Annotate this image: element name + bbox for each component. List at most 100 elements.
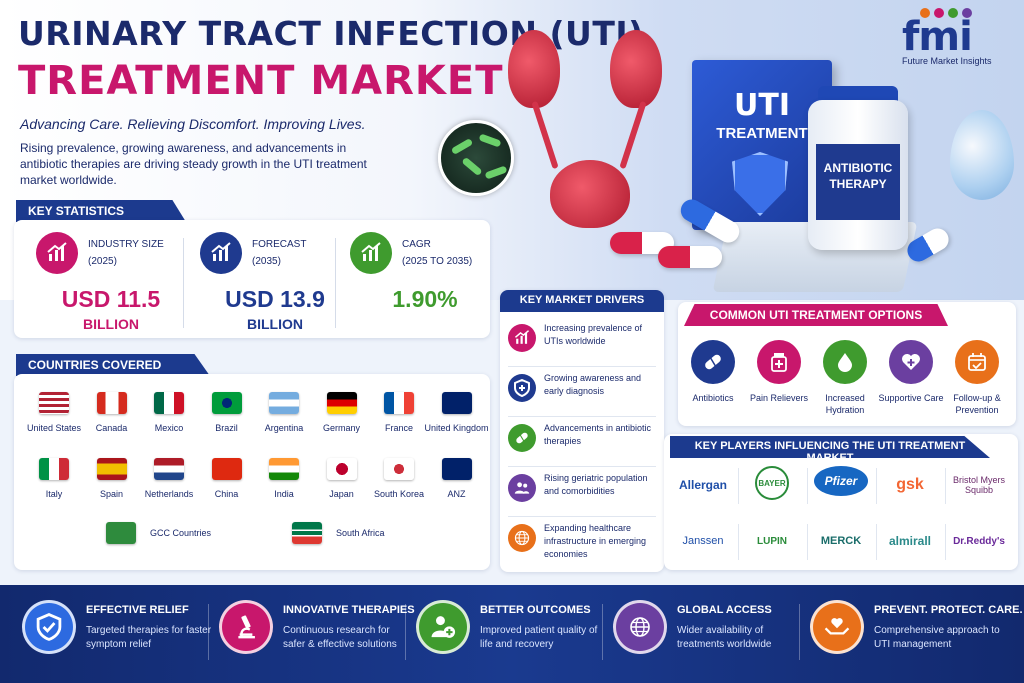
stat-label-sub: (2025) (88, 256, 117, 267)
footer-item: INNOVATIVE THERAPIES Continuous research … (219, 600, 415, 670)
key-statistics-header: KEY STATISTICS (16, 200, 186, 222)
people-icon (508, 474, 536, 502)
medicine-bottle-icon (757, 340, 801, 384)
kidney-right-icon (610, 30, 662, 108)
country-name: India (274, 489, 294, 499)
divider (508, 366, 656, 367)
footer-item-text: Comprehensive approach to UTI management (874, 625, 1000, 650)
heart-plus-icon (889, 340, 933, 384)
divider (799, 604, 800, 660)
country-item: China (187, 458, 267, 499)
flag-icon (292, 522, 322, 544)
country-item: Mexico (129, 392, 209, 433)
logo-dots (920, 8, 972, 18)
country-name: Spain (99, 489, 124, 499)
player-logo: Janssen (682, 535, 724, 547)
hands-heart-icon (810, 600, 864, 654)
player-logo: Dr.Reddy's (953, 535, 1005, 547)
water-drop-icon (950, 110, 1014, 200)
country-name: Canada (95, 423, 128, 433)
stat-label: CAGR (2025 TO 2035) (402, 236, 472, 270)
flag-icon (39, 392, 69, 414)
country-item: Canada (72, 392, 152, 433)
country-name: South Africa (336, 528, 385, 538)
countries-header: COUNTRIES COVERED (16, 354, 210, 376)
options-header: COMMON UTI TREATMENT OPTIONS (684, 304, 948, 326)
country-item: United Kingdom (417, 392, 497, 433)
footer-item: GLOBAL ACCESS Wider availability of treat… (613, 600, 808, 670)
bacteria-icon (438, 120, 514, 196)
capsule-icon (658, 246, 722, 268)
country-item: United States (14, 392, 94, 433)
stat-value: 1.90% (392, 286, 458, 312)
divider (508, 466, 656, 467)
driver-text: Growing awareness and early diagnosis (544, 373, 642, 396)
bottle-label: ANTIBIOTIC THERAPY (816, 144, 900, 220)
country-item: Argentina (244, 392, 324, 433)
treatment-option: Antibiotics (680, 340, 746, 404)
divider (945, 468, 946, 504)
driver-item: Growing awareness and early diagnosis (508, 370, 658, 414)
antibiotic-bottle: ANTIBIOTIC THERAPY (808, 100, 908, 250)
treatment-option-label: Follow-up & Prevention (953, 393, 1001, 415)
shield-check-icon (22, 600, 76, 654)
flag-icon (326, 392, 357, 414)
ureter-left (531, 100, 559, 170)
chart-up-icon (350, 232, 392, 274)
country-item: Germany (302, 392, 382, 433)
country-item: GCC Countries (80, 522, 240, 544)
country-item: Japan (302, 458, 382, 499)
treatment-option-label: Supportive Care (878, 393, 944, 403)
flag-icon (154, 392, 184, 414)
stat-unit: BILLION (247, 316, 303, 332)
flag-icon (39, 458, 69, 480)
driver-text: Advancements in antibiotic therapies (544, 423, 652, 446)
divider (335, 238, 336, 328)
country-name: Argentina (264, 423, 304, 433)
flag-icon (154, 458, 184, 480)
country-name: Japan (329, 489, 354, 499)
driver-item: Expanding healthcare infrastructure in e… (508, 520, 658, 564)
country-name: Germany (322, 423, 360, 433)
country-item: South Korea (359, 458, 439, 499)
treatment-option-label: Increased Hydration (825, 393, 865, 415)
globe-icon (508, 524, 536, 552)
country-name: Brazil (215, 423, 238, 433)
hero-illustration: UTI TREATMENT ANTIBIOTIC THERAPY (430, 10, 1014, 300)
logo-mark: fmi (902, 14, 973, 60)
footer-item-title: BETTER OUTCOMES (480, 604, 591, 616)
stat-label-sub: (2025 TO 2035) (402, 256, 473, 267)
country-name: Netherlands (144, 489, 194, 499)
divider (602, 604, 603, 660)
flag-icon (384, 392, 414, 414)
medical-shield-icon (732, 152, 788, 216)
country-name: United States (26, 423, 82, 433)
country-name: France (384, 423, 413, 433)
stat-label-title: CAGR (402, 239, 431, 250)
patient-plus-icon (416, 600, 470, 654)
country-item: India (244, 458, 324, 499)
intro-text: Rising prevalence, growing awareness, an… (20, 141, 367, 187)
box-line2: TREATMENT (716, 125, 808, 142)
footer-item-title: PREVENT. PROTECT. CARE. (874, 604, 1023, 616)
treatment-option: Pain Relievers (746, 340, 812, 404)
player-logo: almirall (888, 534, 932, 548)
player-logo: BAYER (755, 466, 789, 500)
page-title-line2: TREATMENT MARKET (18, 58, 504, 104)
flag-icon (96, 392, 127, 414)
shield-icon (508, 374, 536, 402)
footer-item-title: EFFECTIVE RELIEF (86, 604, 189, 616)
driver-text: Expanding healthcare infrastructure in e… (544, 523, 647, 559)
country-item: France (359, 392, 439, 433)
divider (945, 524, 946, 560)
driver-text: Rising geriatric population and comorbid… (544, 473, 648, 496)
country-item: Brazil (187, 392, 267, 433)
flag-icon (106, 522, 136, 544)
country-item: Spain (72, 458, 152, 499)
stat-unit: BILLION (83, 316, 139, 332)
flag-icon (211, 392, 242, 414)
country-name: South Korea (373, 489, 425, 499)
water-drop-icon (823, 340, 867, 384)
country-item: Italy (14, 458, 94, 499)
player-logo: Allergan (678, 478, 727, 492)
